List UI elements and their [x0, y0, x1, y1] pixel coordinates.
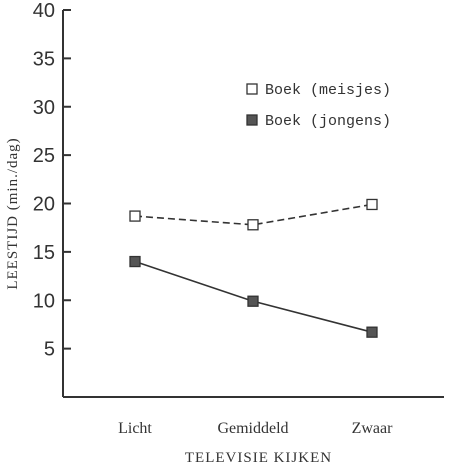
x-tick-label: Gemiddeld	[217, 420, 288, 437]
series-layer	[129, 198, 378, 338]
data-point	[366, 326, 378, 338]
data-point	[247, 219, 259, 231]
y-axis-title: LEESTIJD (min./dag)	[5, 137, 21, 289]
data-point	[129, 255, 141, 268]
y-tick-label: 40	[33, 0, 55, 22]
y-tick-label: 10	[33, 290, 55, 312]
series-line	[134, 203, 373, 226]
y-tick-label: 15	[33, 242, 55, 264]
legend-label: Boek (jongens)	[265, 113, 391, 130]
legend: Boek (meisjes) Boek (jongens)	[246, 82, 391, 130]
x-tick-label: Licht	[118, 420, 152, 437]
legend-marker	[246, 83, 258, 95]
data-point	[247, 295, 259, 307]
legend-marker	[246, 114, 258, 126]
y-tick-label: 25	[33, 145, 55, 167]
x-labels: Licht Gemiddeld Zwaar	[118, 420, 393, 437]
y-tick-label: 30	[33, 97, 55, 119]
x-tick-label: Zwaar	[352, 420, 394, 437]
series-1	[129, 198, 378, 231]
y-tick-label: 35	[33, 48, 55, 70]
axes	[62, 10, 444, 398]
legend-label: Boek (meisjes)	[265, 82, 391, 99]
data-point	[366, 198, 378, 211]
y-ticks: 5 10 15 20 25 30 35 40	[33, 0, 71, 361]
y-tick-label: 20	[33, 194, 55, 216]
data-point	[129, 210, 141, 222]
y-tick-label: 5	[44, 339, 55, 361]
x-axis-title: TELEVISIE KIJKEN	[185, 450, 332, 466]
series-2	[129, 255, 378, 338]
